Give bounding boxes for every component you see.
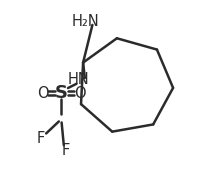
Text: HN: HN <box>67 72 89 87</box>
Text: O: O <box>74 86 85 101</box>
Text: S: S <box>54 84 68 102</box>
Text: O: O <box>37 86 48 101</box>
Text: H₂N: H₂N <box>71 14 99 29</box>
Text: F: F <box>61 143 69 158</box>
Text: F: F <box>37 131 45 146</box>
